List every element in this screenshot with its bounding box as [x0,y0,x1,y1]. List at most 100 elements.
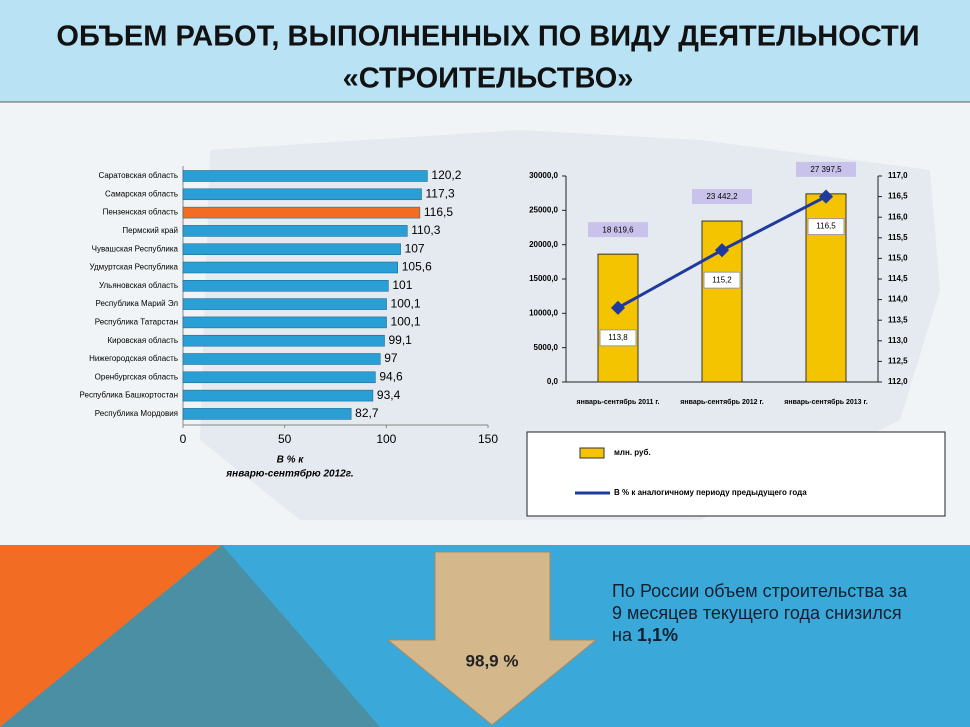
legend-label: млн. руб. [614,448,651,457]
teal-triangle [0,545,380,727]
bar [182,170,428,182]
bar [182,243,401,255]
y2-tick-label: 115,5 [888,233,908,242]
y-tick-label: 25000,0 [529,205,558,214]
value-label: 94,6 [379,369,403,383]
bar [182,353,381,365]
point [714,243,730,258]
bar [182,316,387,329]
x-axis-label: январю-сентябрю 2012г. [225,468,353,480]
category-label: Кировская область [108,336,179,345]
y2-tick-label: 117,0 [888,171,908,180]
value-label-box [692,189,752,205]
x-tick-label: 150 [478,432,498,446]
category-label: Республика Башкортостан [80,391,178,400]
bar [182,334,385,347]
arrow [386,551,598,726]
category-label: Чувашская Республика [92,244,179,253]
value-label: 113,8 [608,333,628,342]
value-label-box [703,271,741,289]
y2-tick-label: 113,5 [888,315,908,324]
point [610,300,626,315]
y2-tick-label: 116,0 [888,212,908,221]
bar [182,298,387,310]
y2-tick-label: 114,0 [888,295,908,304]
value-label: 101 [392,278,412,292]
x-tick-label: январь-сентябрь 2012 г. [680,398,763,406]
value-label: 93,4 [377,388,401,402]
category-label: Оренбургская область [95,372,178,381]
value-label-box [796,161,856,177]
x-tick-label: 100 [376,432,396,446]
value-label: 110,3 [411,223,440,237]
value-label: 82,7 [355,406,379,420]
value-label-box [588,222,648,238]
value-label: 120,2 [431,168,461,182]
category-label: Ульяновская область [99,281,178,290]
bar [182,389,374,402]
summary-emphasis: 1,1% [636,625,678,645]
bar [182,225,408,237]
y-tick-label: 30000,0 [529,171,558,180]
category-label: Республика Мордовия [95,409,178,418]
legend-label: В % к аналогичному периоду предыдущего г… [614,488,807,497]
bar [182,188,422,201]
bar [182,280,389,292]
value-label: 18 619,6 [602,225,634,234]
value-label: 116,5 [424,205,453,219]
y2-tick-label: 116,5 [888,192,908,201]
value-label-box [599,329,637,347]
category-label: Республика Марий Эл [95,299,178,308]
x-tick-label: январь-сентябрь 2013 г. [784,398,867,406]
y-tick-label: 5000,0 [534,343,559,352]
value-label: 27 397,5 [810,165,842,174]
category-label: Республика Татарстан [95,318,178,327]
x-tick-label: 50 [278,432,292,446]
bar [182,371,376,384]
value-label: 97 [384,351,398,365]
x-tick-label: 0 [180,432,187,446]
value-label: 105,6 [402,260,432,274]
value-label: 117,3 [426,186,455,200]
y-tick-label: 20000,0 [529,240,558,249]
y2-tick-label: 112,0 [888,377,908,386]
title-band [0,0,970,102]
category-label: Саратовская область [98,171,178,180]
bar [701,220,743,383]
bar [182,408,352,420]
x-tick-label: январь-сентябрь 2011 г. [577,398,660,406]
arrow-label: 98,9 % [466,651,519,670]
value-label: 100,1 [391,296,421,310]
y2-tick-label: 112,5 [888,357,908,366]
y2-tick-label: 115,0 [888,254,908,263]
value-label-box [807,218,845,236]
value-label: 99,1 [389,333,413,347]
bar [182,261,398,274]
y2-tick-label: 114,5 [888,274,908,283]
summary: По России объем строительства за 9 месяц… [612,580,912,646]
category-label: Пензенская область [103,208,178,217]
bar [182,206,421,219]
title: «СТРОИТЕЛЬСТВО» [343,63,634,95]
legend-box [526,431,946,517]
y-tick-label: 10000,0 [529,308,558,317]
y-tick-label: 0,0 [547,377,559,386]
category-label: Самарская область [105,189,178,198]
value-label: 100,1 [391,315,421,329]
x-axis-label: В % к [277,455,305,466]
category-label: Пермский край [122,226,178,235]
y2-tick-label: 113,0 [888,336,908,345]
value-label: 107 [405,241,425,255]
y-tick-label: 15000,0 [529,274,558,283]
value-label: 23 442,2 [706,192,738,201]
legend-swatch [579,447,605,459]
summary-text: По России объем строительства за 9 месяц… [612,581,908,645]
category-label: Удмуртская Республика [90,263,179,272]
point [818,189,834,204]
category-label: Нижегородская область [89,354,178,363]
value-label: 115,2 [712,275,732,284]
title: ОБЪЕМ РАБОТ, ВЫПОЛНЕННЫХ ПО ВИДУ ДЕЯТЕЛЬ… [56,21,919,53]
value-label: 116,5 [816,222,836,231]
